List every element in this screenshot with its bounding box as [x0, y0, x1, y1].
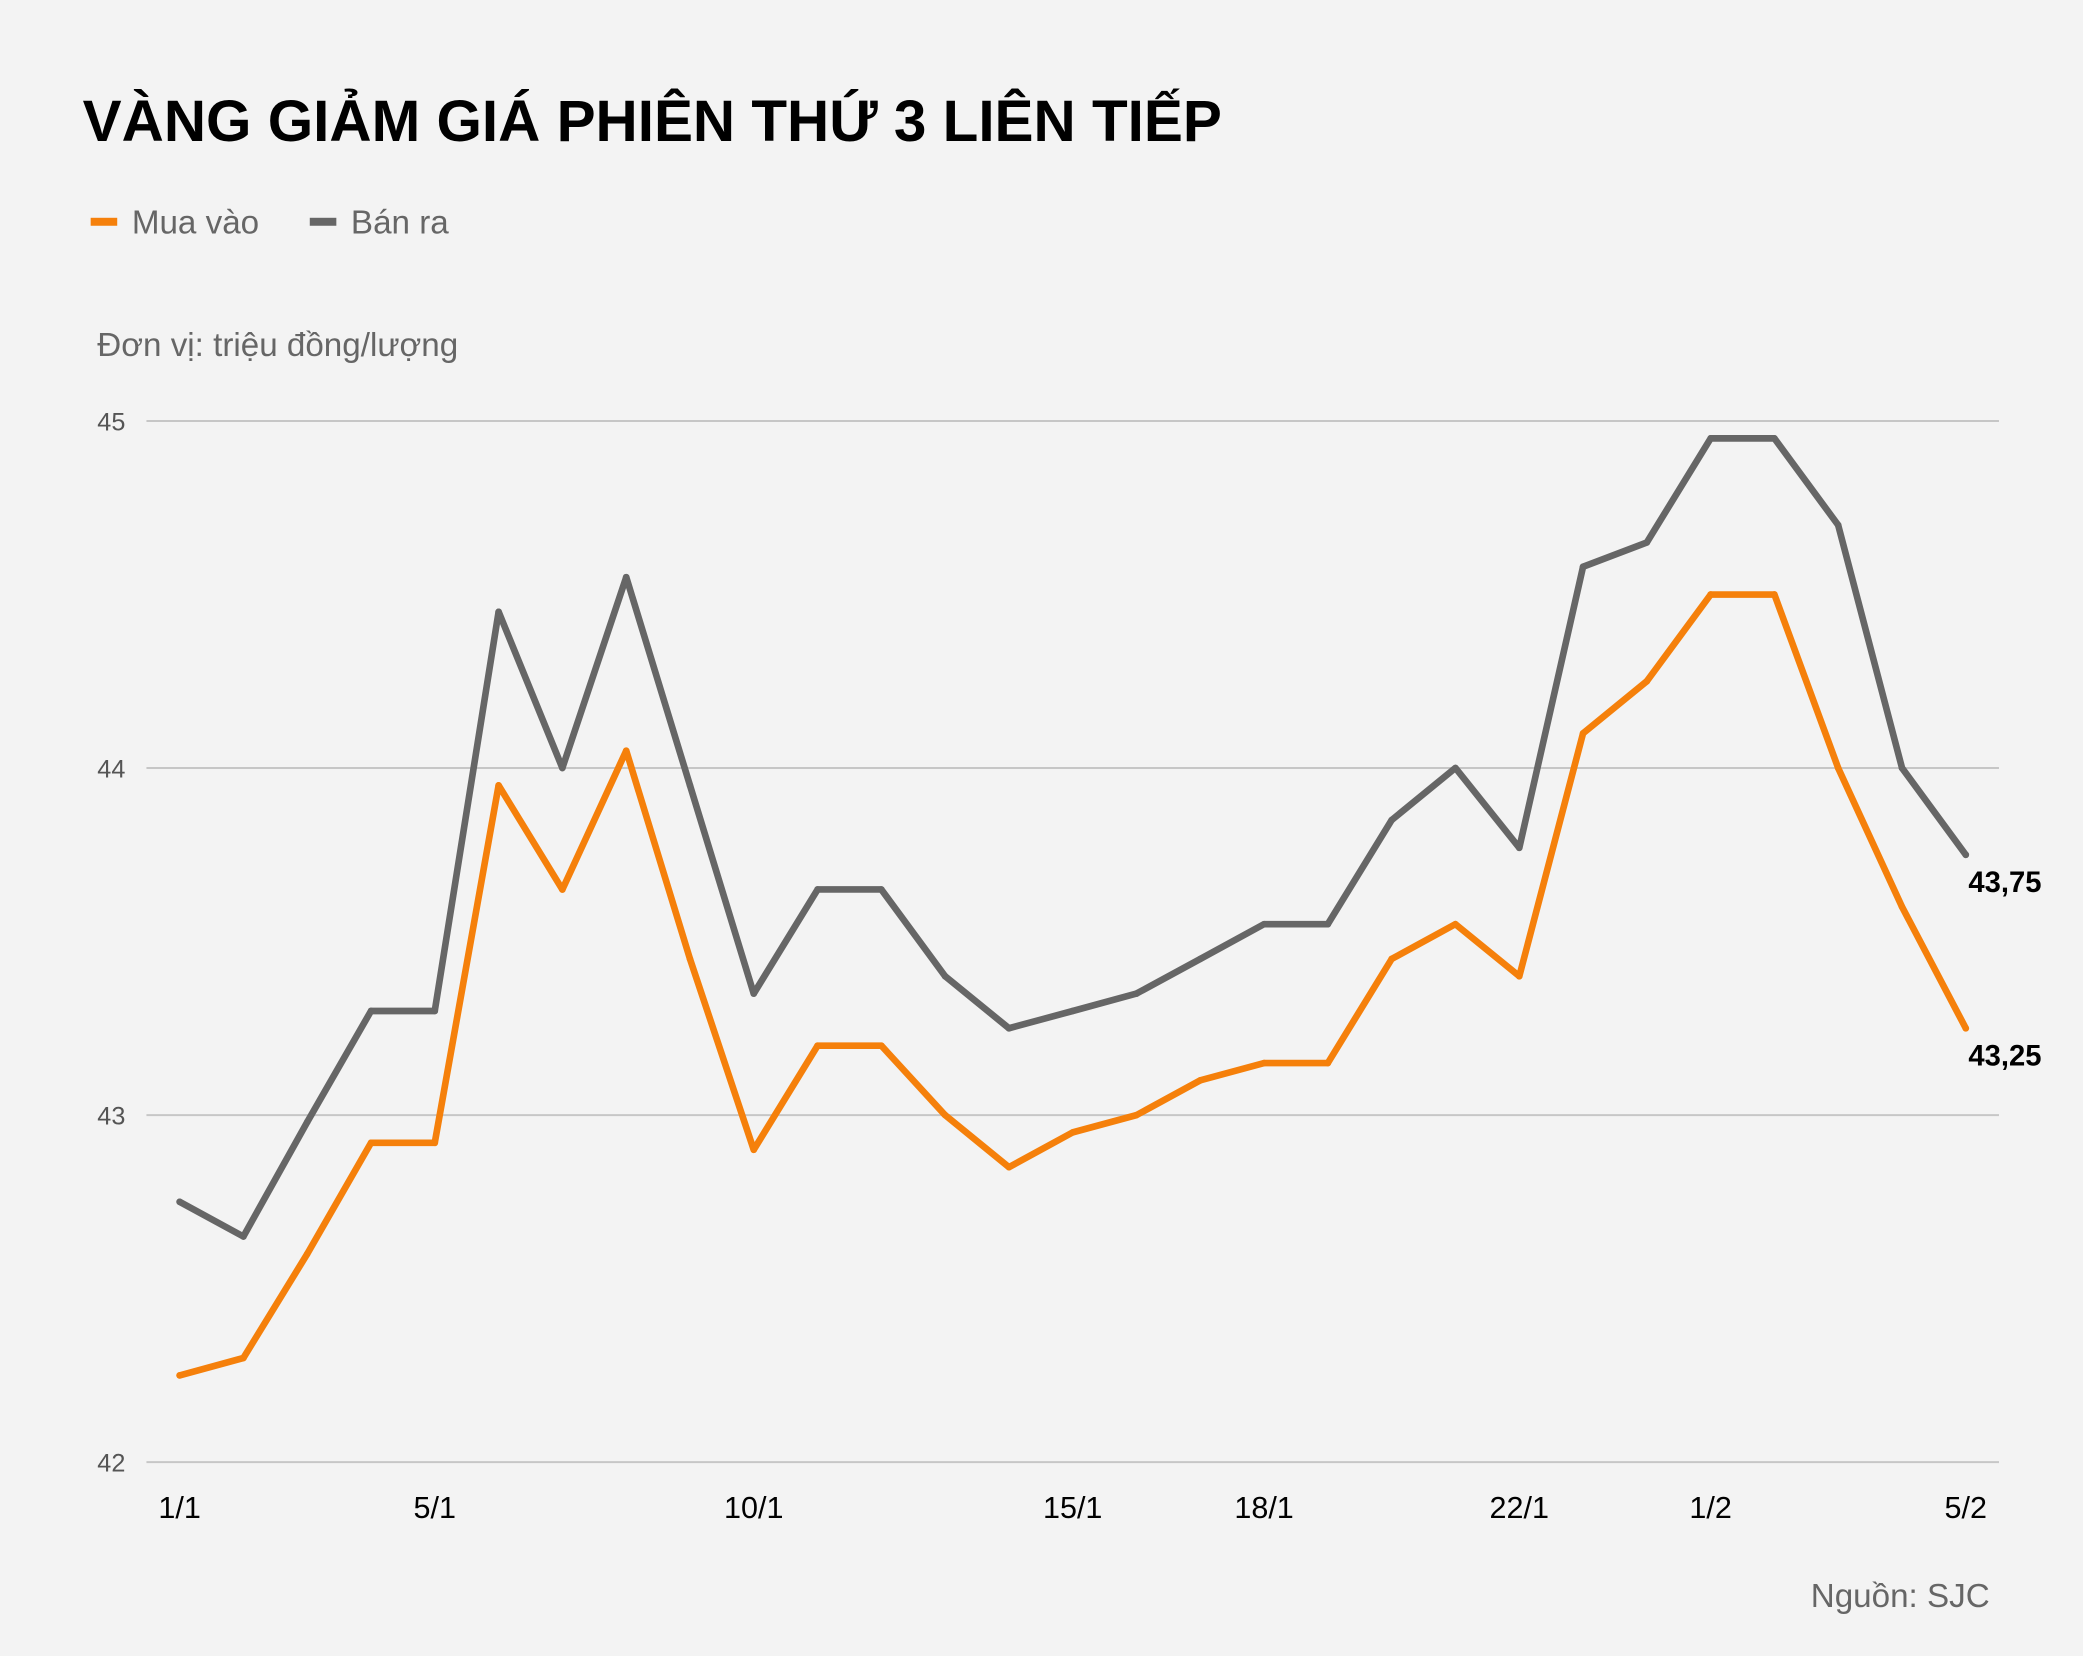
data-point — [367, 1139, 375, 1147]
x-tick-label: 22/1 — [1490, 1491, 1549, 1525]
y-tick-label: 42 — [97, 1449, 125, 1477]
data-point — [1069, 1129, 1077, 1136]
data-point — [1133, 1111, 1140, 1119]
gridlines — [146, 419, 1999, 1464]
data-point — [1005, 1024, 1013, 1032]
data-point — [559, 764, 566, 772]
data-point — [1196, 1077, 1204, 1084]
data-point — [1771, 591, 1778, 598]
data-point — [1579, 563, 1587, 571]
x-tick-label: 5/1 — [414, 1491, 456, 1525]
legend-swatch — [90, 217, 118, 226]
data-point — [750, 1146, 758, 1154]
data-point — [1898, 903, 1906, 911]
data-point — [622, 573, 630, 581]
data-point — [1834, 521, 1842, 529]
data-point — [686, 955, 694, 963]
data-point — [1707, 591, 1714, 598]
data-point — [686, 782, 694, 789]
data-point — [240, 1233, 247, 1240]
y-tick-label: 45 — [97, 408, 125, 436]
data-point — [941, 1111, 949, 1119]
x-tick-label: 18/1 — [1234, 1491, 1293, 1525]
data-point — [1452, 764, 1459, 772]
legend-item-mua-vao: Mua vào — [90, 205, 259, 242]
y-tick-label: 43 — [97, 1102, 125, 1130]
end-value-label: 43,75 — [1968, 867, 2041, 899]
y-tick-label: 44 — [97, 755, 125, 783]
data-point — [1962, 1024, 1970, 1032]
data-point — [303, 1250, 311, 1258]
data-point — [750, 990, 758, 997]
data-point — [431, 1139, 439, 1147]
data-point — [495, 782, 502, 789]
data-point — [367, 1007, 375, 1015]
y-axis: 42 43 44 45 — [97, 408, 125, 1477]
data-point — [1515, 972, 1523, 980]
data-point — [1324, 1059, 1332, 1067]
data-point — [495, 608, 502, 616]
data-point — [1962, 851, 1970, 859]
data-point — [1643, 539, 1651, 546]
source-label: Nguồn: SJC — [1811, 1578, 1990, 1615]
data-point — [1388, 816, 1395, 824]
data-point — [1898, 764, 1906, 772]
data-point — [878, 1042, 885, 1049]
data-point — [1196, 955, 1204, 963]
x-tick-label: 10/1 — [724, 1491, 783, 1525]
data-point — [814, 886, 821, 893]
legend-swatch — [309, 217, 337, 226]
data-point — [814, 1042, 821, 1049]
data-point — [1707, 435, 1714, 442]
data-point — [1388, 955, 1395, 963]
legend-item-ban-ra: Bán ra — [309, 205, 449, 242]
data-point — [1643, 677, 1651, 685]
legend: Mua vào Bán ra — [90, 205, 449, 242]
data-point — [176, 1198, 183, 1206]
data-point — [1771, 435, 1778, 442]
x-tick-label: 1/1 — [158, 1491, 200, 1525]
data-point — [941, 972, 949, 980]
series-lines — [176, 435, 1970, 1379]
chart-title: VÀNG GIẢM GIÁ PHIÊN THỨ 3 LIÊN TIẾP — [83, 87, 1222, 154]
data-point — [1260, 920, 1268, 928]
data-point — [1834, 764, 1842, 772]
x-tick-label: 1/2 — [1689, 1491, 1731, 1525]
data-point — [1452, 920, 1459, 928]
x-tick-label: 15/1 — [1043, 1491, 1102, 1525]
data-point — [878, 886, 885, 893]
legend-label: Bán ra — [351, 205, 449, 242]
data-point — [176, 1372, 183, 1379]
legend-label: Mua vào — [132, 205, 259, 242]
x-axis: 1/1 5/1 10/1 15/1 18/1 22/1 1/2 5/2 — [158, 1491, 1987, 1525]
data-point — [1260, 1059, 1268, 1067]
data-point — [1005, 1163, 1013, 1171]
data-point — [1069, 1007, 1077, 1015]
x-tick-label: 5/2 — [1945, 1491, 1987, 1525]
end-labels: 43,25 43,75 — [1968, 867, 2041, 1073]
data-point — [1515, 844, 1523, 852]
data-point — [559, 886, 566, 893]
data-point — [240, 1354, 247, 1362]
end-value-label: 43,25 — [1968, 1040, 2041, 1072]
data-point — [431, 1007, 439, 1015]
data-point — [303, 1118, 311, 1126]
data-point — [1324, 920, 1332, 928]
data-point — [1133, 990, 1140, 997]
data-point — [1579, 729, 1587, 737]
data-point — [622, 747, 630, 754]
unit-label: Đơn vị: triệu đồng/lượng — [97, 327, 458, 364]
